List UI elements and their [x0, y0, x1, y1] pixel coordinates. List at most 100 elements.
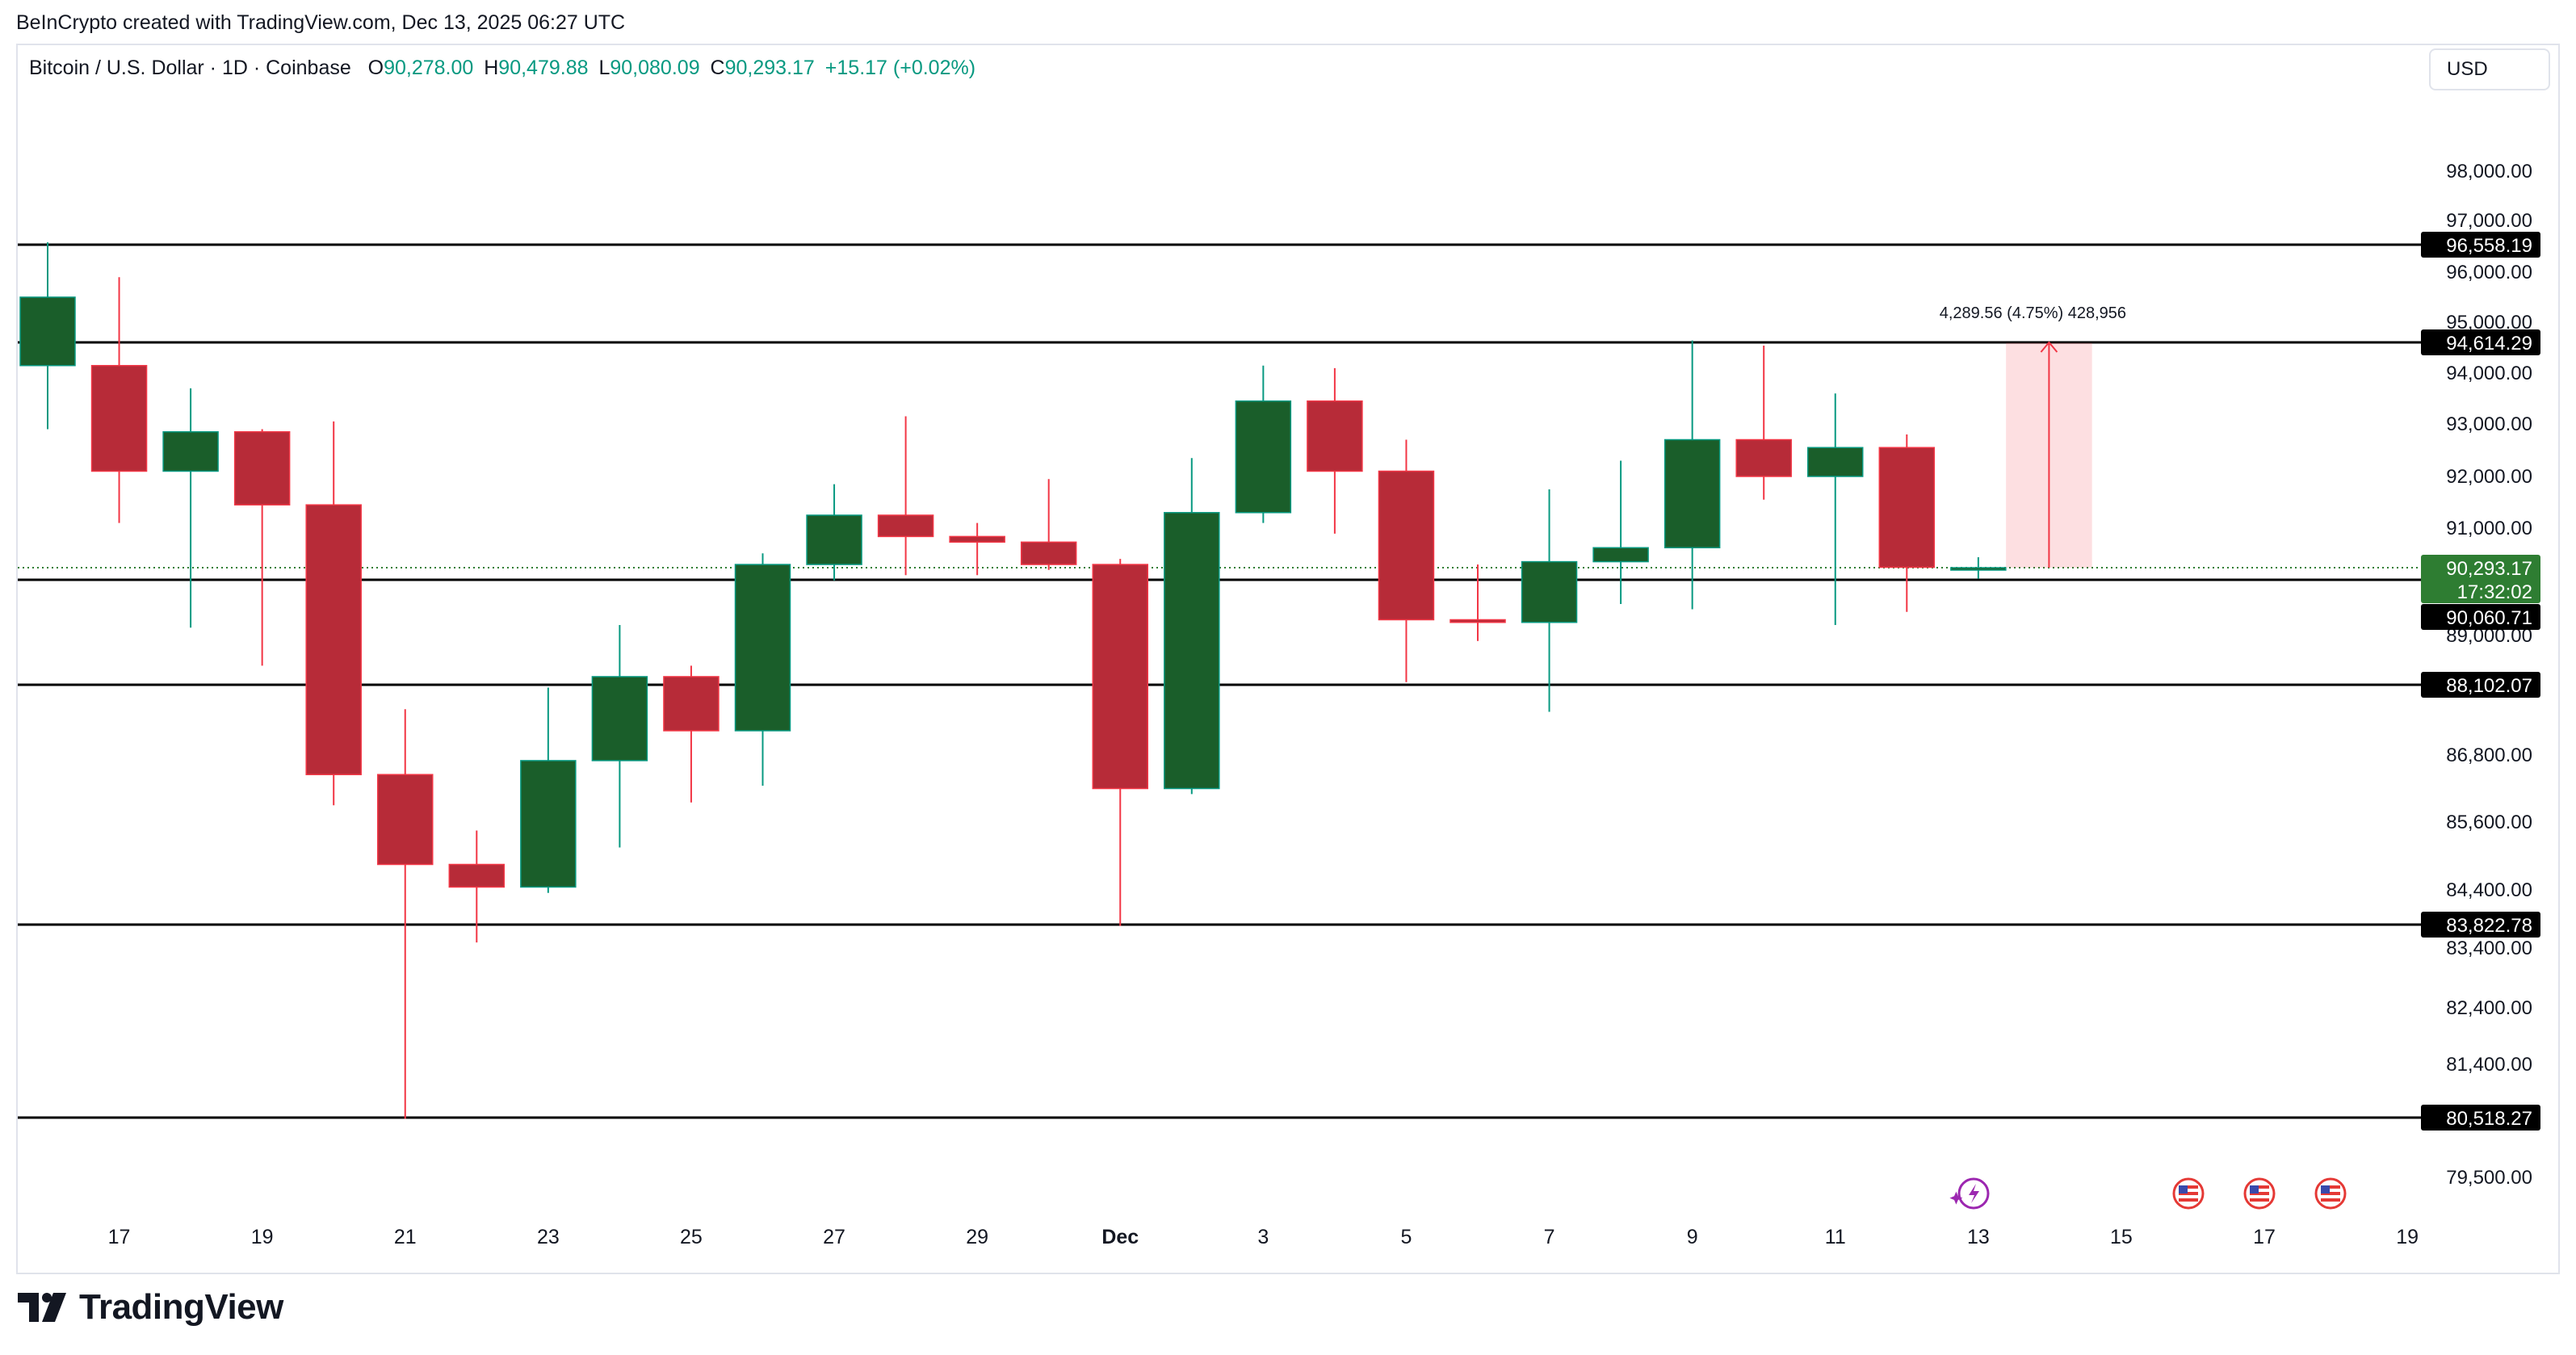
candle-body — [1378, 470, 1435, 621]
candle[interactable] — [305, 421, 362, 806]
candle-body — [520, 760, 577, 888]
candle[interactable] — [377, 709, 434, 1119]
date-tick-label: 23 — [537, 1226, 560, 1248]
low-label: L — [598, 57, 610, 79]
high-label: H — [484, 57, 499, 79]
price-tick-label: 93,000.00 — [2446, 413, 2532, 435]
us-flag-event-icon[interactable] — [2172, 1177, 2205, 1210]
date-tick-label: 25 — [680, 1226, 703, 1248]
candle-body — [19, 296, 76, 367]
date-tick-label: 19 — [2396, 1226, 2419, 1248]
candle-body — [448, 863, 506, 888]
candle[interactable] — [1378, 439, 1435, 682]
candle[interactable] — [233, 429, 291, 666]
date-tick-label: 5 — [1400, 1226, 1412, 1248]
level-price-tag-bg — [2421, 232, 2540, 258]
candle-body — [806, 514, 862, 565]
candle[interactable] — [1521, 489, 1578, 712]
brand-name: TradingView — [79, 1287, 283, 1327]
level-price-tag-bg — [2421, 912, 2540, 938]
current-price-tag-bg — [2421, 555, 2540, 603]
date-tick-label: 17 — [108, 1226, 131, 1248]
price-tick-label: 86,800.00 — [2446, 745, 2532, 766]
level-price-tag[interactable]: 83,822.78 — [2421, 912, 2540, 938]
candle[interactable] — [1950, 557, 2007, 579]
level-price-tag-label: 80,518.27 — [2446, 1108, 2532, 1130]
price-tick-label: 96,000.00 — [2446, 262, 2532, 283]
candle-body — [949, 535, 1005, 543]
candle[interactable] — [1164, 458, 1220, 795]
level-price-tag[interactable]: 90,060.71 — [2421, 604, 2540, 630]
candle-body — [1878, 447, 1936, 568]
candle-body — [1307, 400, 1363, 472]
candle[interactable] — [1235, 365, 1292, 523]
level-price-tag-bg — [2421, 672, 2540, 698]
candle[interactable] — [1092, 559, 1148, 926]
candle-body — [734, 564, 791, 732]
candles — [19, 242, 2007, 1119]
candle[interactable] — [591, 624, 648, 848]
close-value: 90,293.17 — [724, 57, 815, 79]
chart-frame — [16, 44, 2560, 1274]
level-price-tag-label: 94,614.29 — [2446, 333, 2532, 354]
candle[interactable] — [806, 484, 862, 581]
candle[interactable] — [1307, 367, 1363, 534]
candle[interactable] — [877, 416, 934, 576]
price-tick-label: 83,400.00 — [2446, 938, 2532, 959]
date-tick-label: 9 — [1687, 1226, 1698, 1248]
bar-countdown: 17:32:02 — [2457, 581, 2532, 603]
level-price-tag[interactable]: 94,614.29 — [2421, 329, 2540, 355]
candle[interactable] — [1735, 345, 1792, 500]
candle-body — [1235, 400, 1292, 514]
chart-credit: BeInCrypto created with TradingView.com,… — [16, 11, 626, 34]
candle-body — [1663, 438, 1721, 549]
candle[interactable] — [1878, 434, 1936, 612]
measurement-label: 4,289.56 (4.75%) 428,956 — [1940, 304, 2126, 322]
high-value: 90,479.88 — [498, 57, 589, 79]
candle-body — [591, 676, 648, 761]
level-price-tag-label: 88,102.07 — [2446, 675, 2532, 697]
us-flag-event-icon[interactable] — [2314, 1177, 2347, 1210]
candle-body — [1735, 438, 1792, 477]
open-value: 90,278.00 — [384, 57, 474, 79]
candle-body — [1450, 619, 1506, 623]
level-price-tag-label: 83,822.78 — [2446, 915, 2532, 937]
lightning-event-icon[interactable] — [1949, 1177, 1990, 1210]
candle[interactable] — [1592, 460, 1649, 604]
level-price-tag[interactable]: 88,102.07 — [2421, 672, 2540, 698]
price-tick-label: 84,400.00 — [2446, 879, 2532, 901]
candle[interactable] — [448, 830, 506, 943]
tradingview-logo-icon — [18, 1293, 66, 1322]
candle[interactable] — [19, 242, 76, 430]
candle[interactable] — [1807, 393, 1864, 625]
candle[interactable] — [1020, 479, 1077, 570]
candle[interactable] — [90, 277, 148, 523]
date-tick-label: 19 — [251, 1226, 274, 1248]
candle[interactable] — [162, 388, 219, 628]
candle-body — [1164, 512, 1220, 790]
symbol-description[interactable]: Bitcoin / U.S. Dollar · 1D · Coinbase — [29, 57, 351, 79]
date-tick-label: 27 — [823, 1226, 845, 1248]
us-flag-event-icon[interactable] — [2243, 1177, 2276, 1210]
candle[interactable] — [520, 687, 577, 893]
candle[interactable] — [663, 665, 720, 803]
low-value: 90,080.09 — [610, 57, 700, 79]
candle-body — [377, 774, 434, 866]
price-tags: 96,558.19 94,614.29 90,060.71 88,102.07 83,8… — [2421, 232, 2540, 1131]
ohlc-legend: Bitcoin / U.S. Dollar · 1D · Coinbase O9… — [29, 57, 980, 80]
level-price-tag[interactable]: 80,518.27 — [2421, 1105, 2540, 1131]
candle[interactable] — [734, 553, 791, 787]
currency-button[interactable]: USD — [2429, 48, 2550, 90]
date-tick-label: 21 — [394, 1226, 417, 1248]
candle[interactable] — [1663, 340, 1721, 610]
price-tick-label: 94,000.00 — [2446, 363, 2532, 384]
measurement-tool[interactable]: 4,289.56 (4.75%) 428,956 — [1940, 304, 2126, 568]
candle-body — [90, 364, 148, 472]
candle-body — [663, 676, 720, 732]
candle[interactable] — [949, 522, 1005, 576]
level-price-tag[interactable]: 96,558.19 — [2421, 232, 2540, 258]
date-tick-label: 17 — [2253, 1226, 2276, 1248]
candle[interactable] — [1450, 564, 1506, 641]
